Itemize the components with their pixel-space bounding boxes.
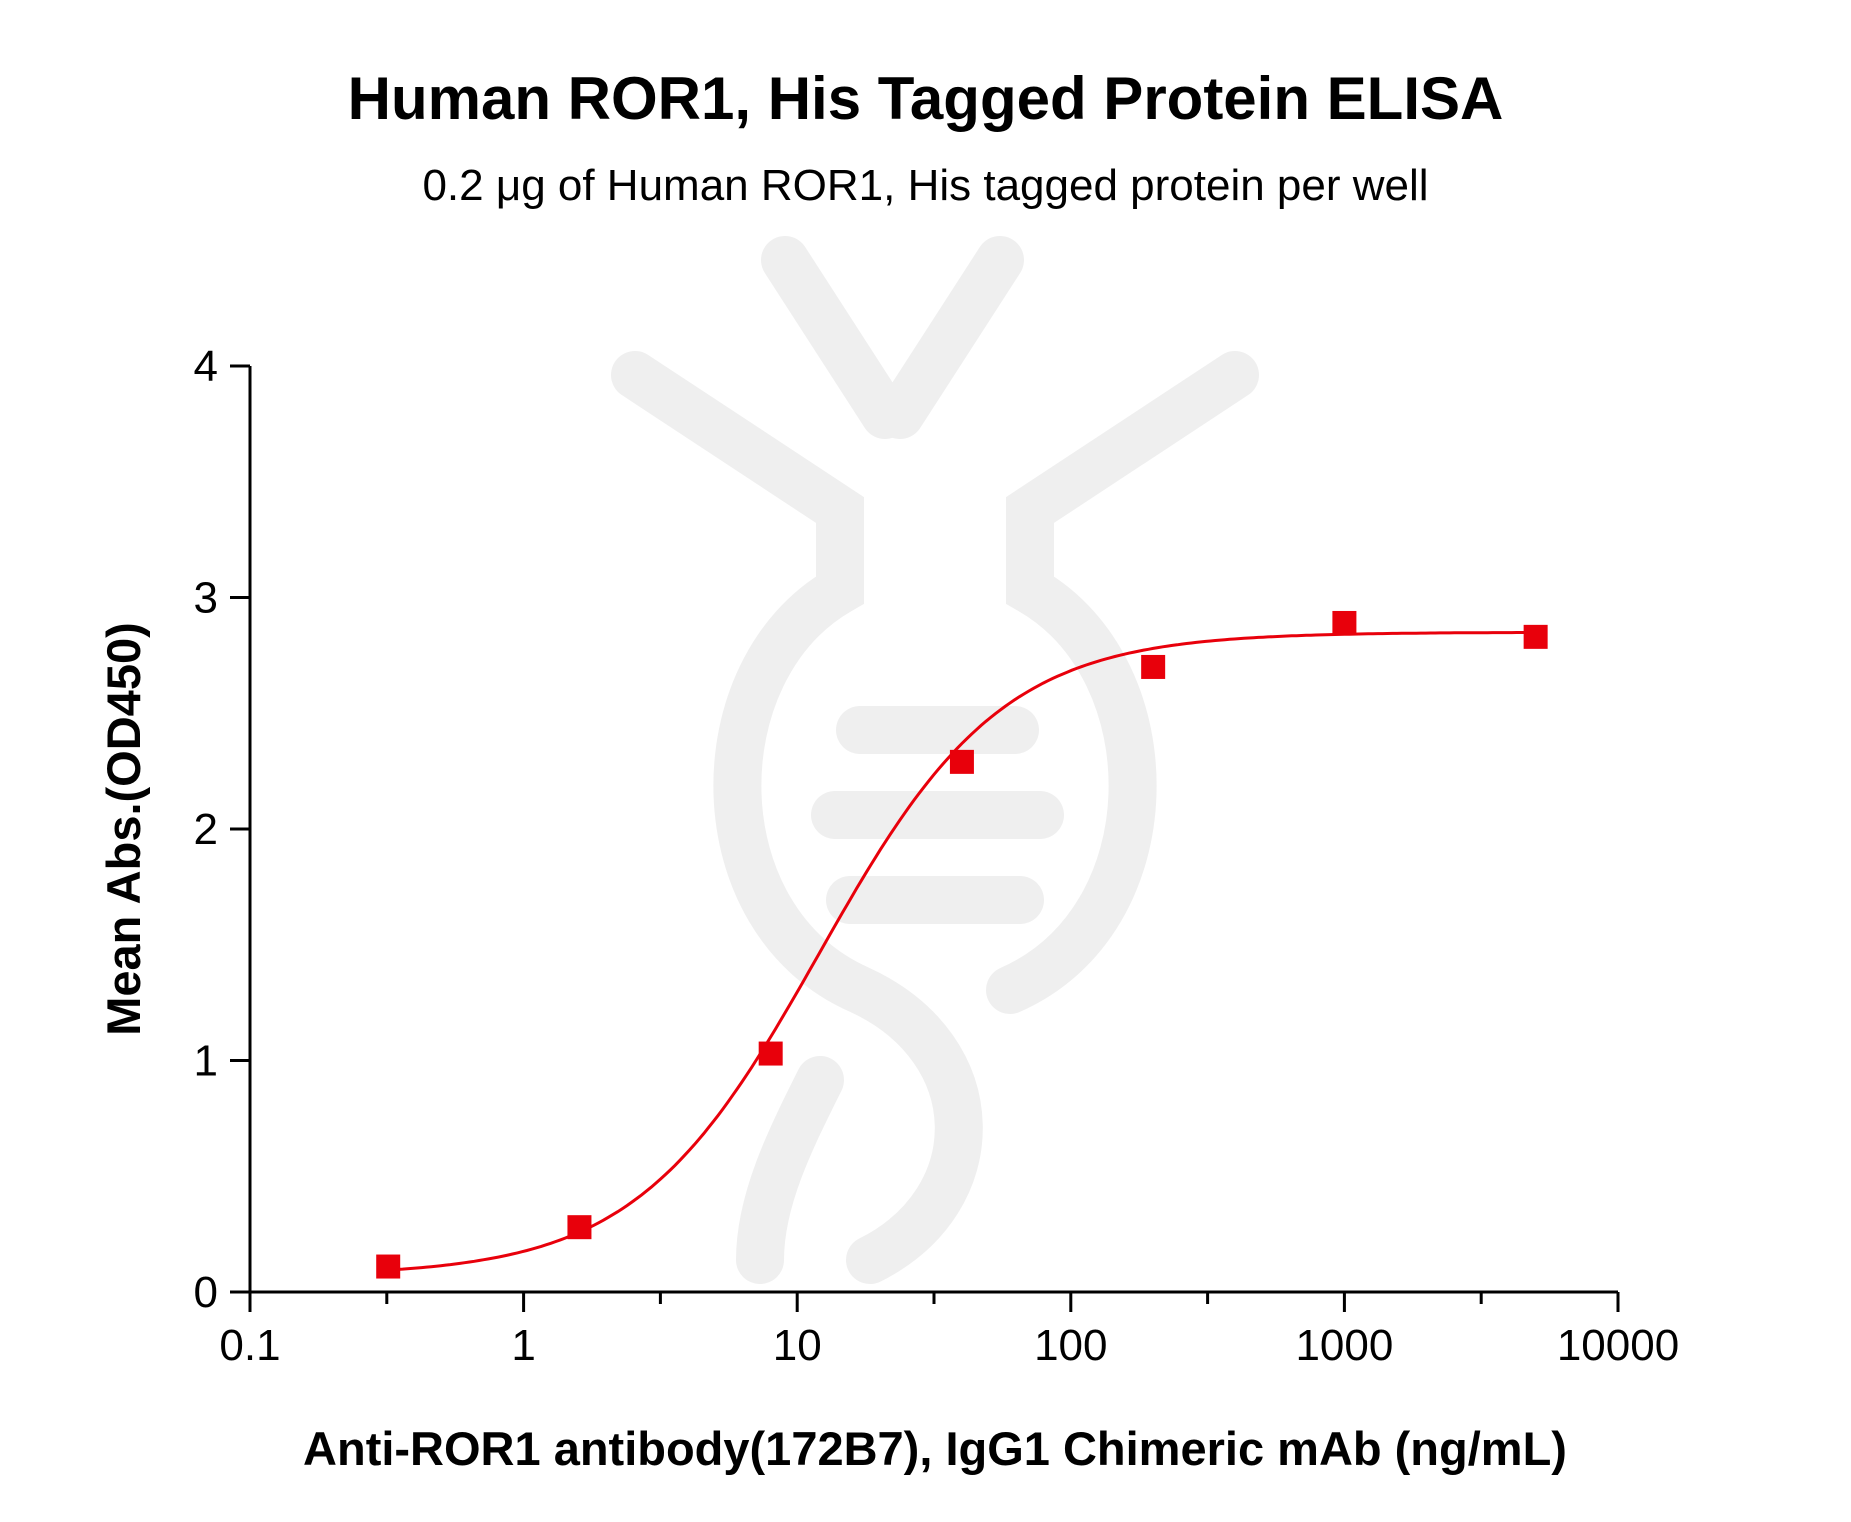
data-point: [376, 1254, 401, 1279]
data-point: [949, 749, 974, 774]
data-point: [758, 1041, 783, 1066]
x-tick-label: 0.1: [219, 1321, 280, 1370]
watermark-logo: [611, 236, 1259, 1284]
chart-subtitle: 0.2 μg of Human ROR1, His tagged protein…: [422, 161, 1429, 210]
x-tick-label: 1000: [1295, 1321, 1393, 1370]
y-axis-title: Mean Abs.(OD450): [97, 622, 150, 1036]
x-axis: 0.1 1 10 100 1000 10000: [219, 1290, 1679, 1370]
x-tick-label: 10: [773, 1321, 822, 1370]
y-axis: 0 1 2 3 4: [194, 342, 252, 1317]
data-point: [1332, 610, 1357, 635]
data-points: [376, 610, 1548, 1279]
x-tick-label: 10000: [1557, 1321, 1679, 1370]
y-tick-label: 0: [194, 1268, 218, 1317]
y-tick-label: 1: [194, 1037, 218, 1086]
y-tick-label: 4: [194, 342, 218, 391]
data-point: [1523, 624, 1548, 649]
x-tick-label: 1: [511, 1321, 535, 1370]
chart-title: Human ROR1, His Tagged Protein ELISA: [347, 65, 1504, 132]
data-point: [567, 1215, 592, 1240]
x-tick-label: 100: [1034, 1321, 1107, 1370]
data-point: [1141, 654, 1166, 679]
y-tick-label: 3: [194, 574, 218, 623]
y-tick-label: 2: [194, 805, 218, 854]
x-axis-title: Anti-ROR1 antibody(172B7), IgG1 Chimeric…: [303, 1422, 1567, 1475]
